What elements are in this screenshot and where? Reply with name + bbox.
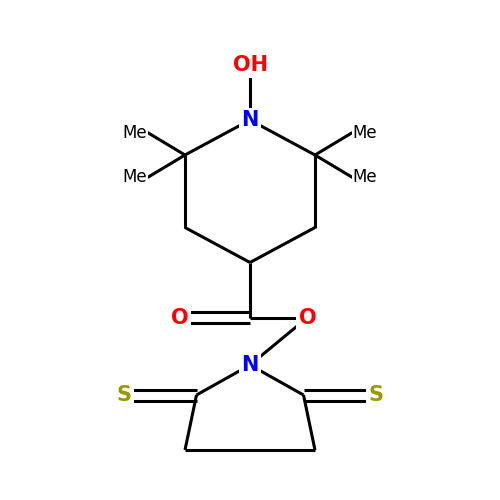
Text: S: S: [368, 385, 384, 405]
Text: O: O: [298, 308, 316, 328]
Text: Me: Me: [352, 124, 377, 142]
Text: O: O: [171, 308, 189, 328]
Text: N: N: [242, 110, 258, 130]
Text: S: S: [116, 385, 132, 405]
Text: OH: OH: [232, 55, 268, 75]
Text: Me: Me: [352, 168, 377, 186]
Text: Me: Me: [123, 168, 148, 186]
Text: Me: Me: [123, 124, 148, 142]
Text: N: N: [242, 355, 258, 375]
